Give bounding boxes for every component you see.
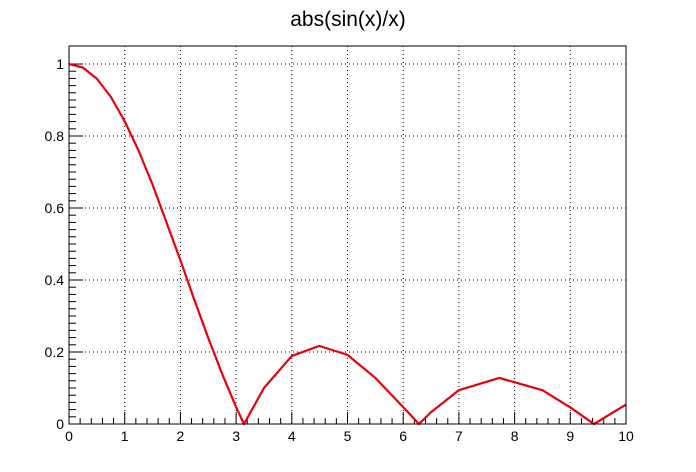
y-tick-label: 0 — [56, 416, 64, 432]
x-tick-label: 7 — [455, 428, 463, 444]
series-line — [68, 62, 627, 426]
x-tick-label: 6 — [399, 428, 407, 444]
x-tick-label: 3 — [232, 428, 240, 444]
y-tick-label: 0.2 — [45, 344, 65, 360]
x-tick-label: 1 — [121, 428, 129, 444]
x-tick-label: 9 — [566, 428, 574, 444]
x-tick-label: 0 — [65, 428, 73, 444]
y-tick-label: 0.8 — [45, 128, 65, 144]
x-tick-label: 10 — [618, 428, 634, 444]
x-tick-label: 4 — [288, 428, 296, 444]
x-tick-label: 8 — [511, 428, 519, 444]
y-tick-label: 1 — [56, 56, 64, 72]
x-tick-label: 5 — [344, 428, 352, 444]
chart-title: abs(sin(x)/x) — [290, 8, 406, 31]
plot-frame — [68, 45, 627, 425]
series-layer — [68, 62, 627, 426]
y-tick-label: 0.4 — [45, 272, 65, 288]
x-tick-label: 2 — [177, 428, 185, 444]
y-tick-label: 0.6 — [45, 200, 65, 216]
